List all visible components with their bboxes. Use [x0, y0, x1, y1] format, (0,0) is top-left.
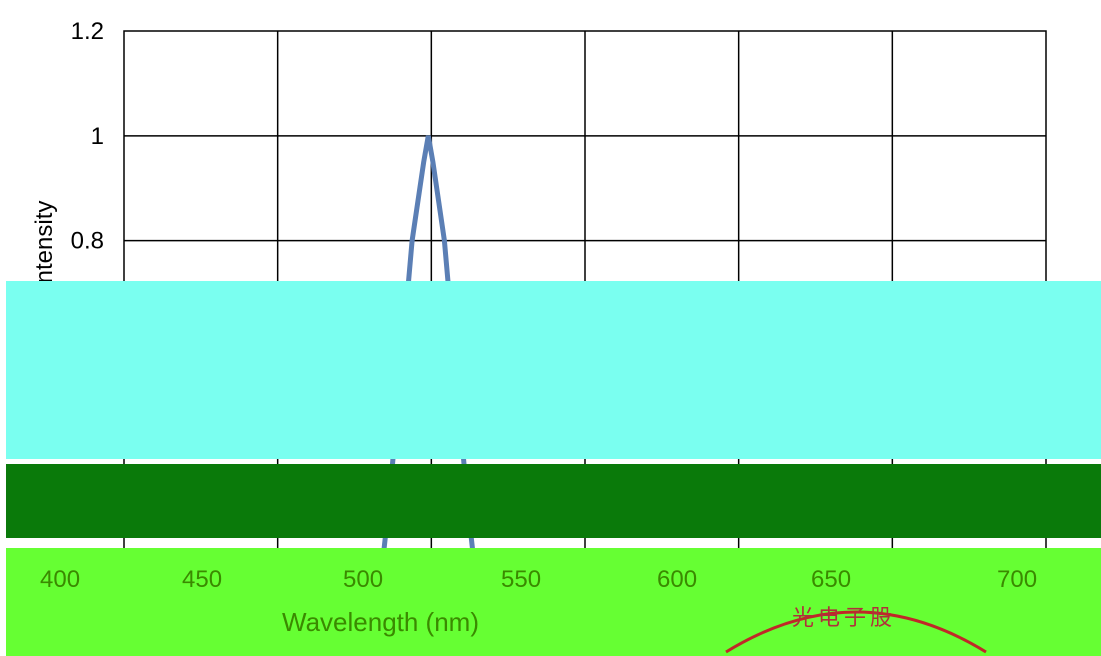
x-tick-label: 450	[182, 566, 223, 593]
overlay-band-cyan	[6, 281, 1101, 459]
overlay-band-dark	[6, 464, 1101, 538]
y-tick-label: 1	[91, 123, 104, 150]
overlay-band-green	[6, 548, 1101, 656]
seal-stamp: 光电子股	[696, 592, 1016, 656]
x-tick-label: 400	[40, 566, 81, 593]
y-axis-title: Intensity	[31, 201, 58, 290]
x-tick-label: 600	[657, 566, 698, 593]
x-tick-label: 550	[501, 566, 542, 593]
x-axis-title: Wavelength (nm)	[282, 607, 479, 637]
stamp-text: 光电子股	[792, 605, 897, 630]
seal-arc	[725, 610, 987, 654]
y-tick-label: 0.8	[71, 228, 104, 255]
x-tick-label: 700	[997, 566, 1038, 593]
x-tick-label: 650	[811, 566, 852, 593]
x-tick-label: 500	[343, 566, 384, 593]
y-tick-label: 1.2	[71, 18, 104, 45]
